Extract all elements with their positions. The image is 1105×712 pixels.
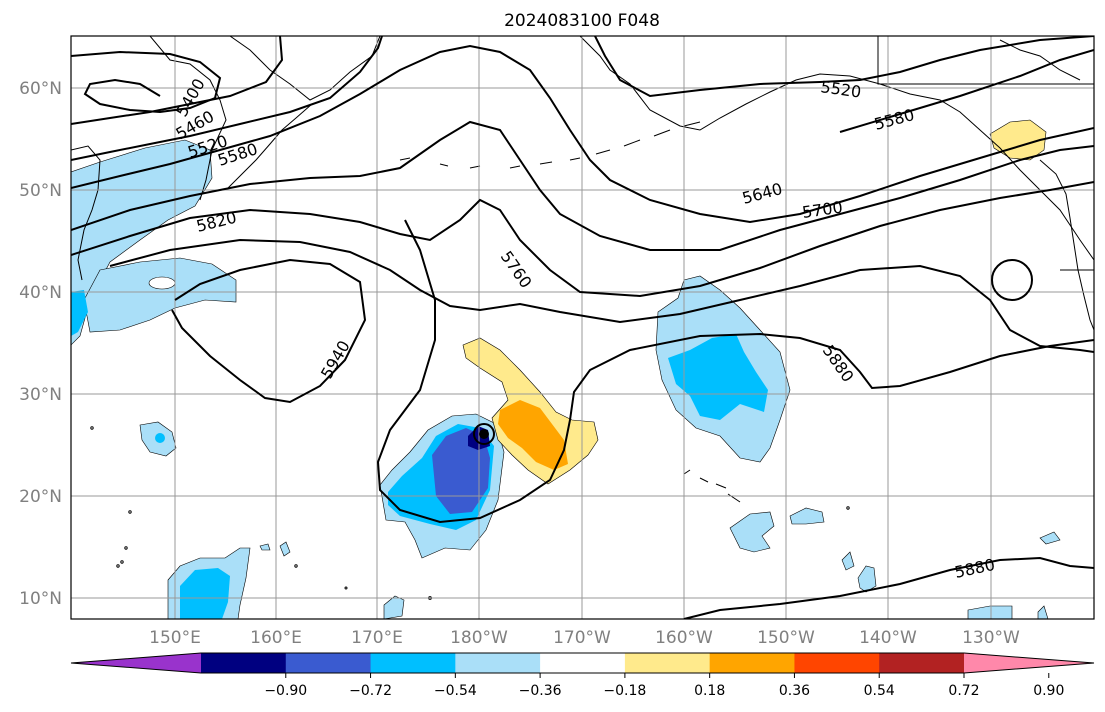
shade-patch-e [857,565,877,593]
lat-label: 20°N [19,487,62,507]
lon-label: 150°W [757,628,815,648]
colorbar-swatch [455,653,541,673]
colorbar-swatch [624,653,711,673]
lat-label: 50°N [19,181,62,201]
colorbar-tick-label: 0.90 [1033,683,1064,699]
cyclone-center-b [479,429,489,439]
colorbar-swatch [540,653,626,673]
lon-label: 160°E [250,628,302,648]
lon-label: 150°E [149,628,201,648]
lon-label: 130°W [962,628,1020,648]
latitude-labels: 60°N 50°N 40°N 30°N 20°N 10°N [19,79,62,609]
lon-label: 140°W [859,628,917,648]
shade-patch-i [1037,605,1049,619]
colorbar-outline [70,652,1095,674]
shade-light-blue-w [83,257,237,333]
shade-cyan-w [71,290,88,336]
contour-5520-east [594,36,1094,98]
coast-chukotka [229,36,381,101]
height-contours [71,36,1094,619]
coast-aleutians [399,121,701,169]
lat-label: 40°N [19,283,62,303]
coast-kamchatka [149,36,227,201]
map-panel: 5400 5460 5520 5580 5820 5760 5940 5640 … [71,36,1094,619]
contour-5820 [171,258,367,404]
lon-label: 160°W [655,628,713,648]
shade-patch-h [967,605,1013,619]
contour-5580-east [839,49,1094,133]
colorbar-swatch [709,653,795,673]
lat-label: 30°N [19,385,62,405]
lon-label: 170°W [553,628,611,648]
colorbar-tick-label: 0.18 [694,683,725,699]
colorbar-tick-label: 0.54 [864,683,895,699]
colorbar: −0.90 −0.72 −0.54 −0.36 −0.18 0.18 0.36 0.54 0.7… [70,652,1095,699]
colorbar-tick-label: 0.72 [948,683,979,699]
shade-royal-blue-center [432,428,490,514]
map-frame [70,35,1095,620]
coast-kuril [225,103,313,191]
shade-patch-c [729,511,775,553]
colorbar-tick-label: −0.18 [603,683,646,699]
colorbar-extend-low [71,653,201,673]
contour-5400 [71,50,222,114]
contour-5880-south [683,556,1094,619]
colorbar-swatch [285,653,372,673]
coastlines [71,36,1094,600]
cyclone-center-a [473,423,495,445]
colorbar-tick-label: −0.90 [264,683,307,699]
figure-title: 2024083100 F048 [504,11,660,31]
coast-alaska-w [579,36,1094,261]
shade-patch-j [259,541,291,557]
contour-5580 [71,44,1094,224]
graticule [71,36,1094,619]
contour-5640 [71,120,1094,251]
contour-5940 [376,219,1094,524]
colorbar-tick-label: −0.36 [519,683,562,699]
colorbar-tick-label: −0.72 [349,683,392,699]
shade-cyan-east [668,334,768,420]
contour-5700 [71,181,1094,298]
coast-okhotsk [71,145,101,281]
shade-light-blue-nw [71,139,213,346]
contour-5760 [109,238,1094,353]
lon-label: 180°W [450,628,508,648]
colorbar-swatch [201,653,287,673]
coast-hawaii [683,469,741,503]
shade-patch-d [789,507,825,525]
longitude-labels: 150°E 160°E 170°E 180°W 170°W 160°W 150°… [149,628,1020,648]
colorbar-swatch [879,653,965,673]
lon-label: 170°E [351,628,403,648]
colorbar-extend-high [964,653,1094,673]
shade-patch-g [1039,531,1061,545]
colorbar-tick-label: −0.54 [434,683,477,699]
coast-bc [1039,159,1094,331]
shade-orange-center [498,400,568,470]
colorbar-tick-label: 0.36 [779,683,810,699]
contour-5880-east-closed [991,259,1033,301]
colorbar-swatch [370,653,456,673]
lat-label: 10°N [19,589,62,609]
contour-5460 [71,36,284,125]
shade-white-hole [148,276,176,290]
colorbar-swatch [794,653,880,673]
contour-5520 [71,36,383,161]
lat-label: 60°N [19,79,62,99]
shade-cyan-sw [180,568,230,619]
shade-patch-f [841,551,855,571]
